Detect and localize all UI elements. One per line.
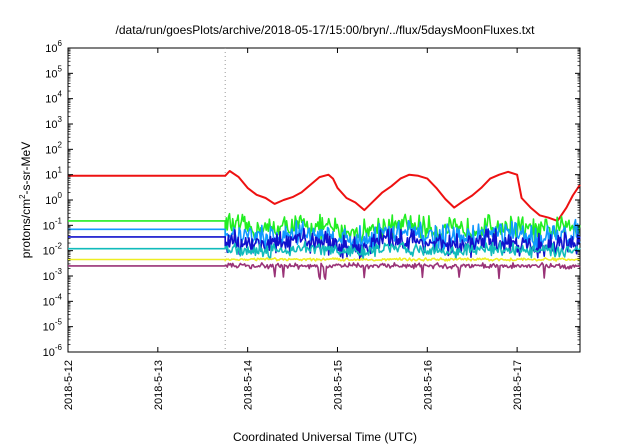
y-tick-label: 10-6 xyxy=(43,343,63,359)
x-tick-label: 2018-5-17 xyxy=(512,360,524,410)
x-tick-label: 2018-5-14 xyxy=(243,360,255,410)
chart-title: /data/run/goesPlots/archive/2018-05-17/1… xyxy=(116,23,536,37)
y-tick-label: 10-4 xyxy=(43,292,63,308)
y-tick-label: 10-5 xyxy=(43,318,63,334)
series-line-4 xyxy=(68,240,581,260)
y-tick-label: 10-2 xyxy=(43,242,63,258)
x-axis-ticks: 2018-5-12 2018-5-13 2018-5-14 2018-5-15 2018… xyxy=(63,48,524,410)
series-line-5 xyxy=(68,257,581,262)
series-layer xyxy=(68,170,581,280)
y-tick-label: 102 xyxy=(45,140,62,156)
x-axis-label: Coordinated Universal Time (UTC) xyxy=(233,430,417,444)
series-line-1 xyxy=(68,212,581,245)
y-tick-label: 100 xyxy=(45,191,62,207)
y-axis-label-post: -s-sr-MeV xyxy=(19,142,33,195)
y-tick-label: 10-3 xyxy=(43,267,63,283)
plot-frame xyxy=(67,47,581,353)
x-tick-label: 2018-5-13 xyxy=(153,360,165,410)
y-axis-label-sup: 2 xyxy=(18,194,27,199)
x-tick-label: 2018-5-15 xyxy=(332,360,344,410)
x-tick-label: 2018-5-12 xyxy=(63,360,75,410)
series-line-6 xyxy=(68,262,581,280)
y-axis-label-pre: protons/cm xyxy=(19,199,33,258)
series-line-0 xyxy=(68,170,581,222)
y-tick-label: 10-1 xyxy=(43,216,63,232)
x-tick-label: 2018-5-16 xyxy=(422,360,434,410)
plot-border xyxy=(67,47,581,353)
y-tick-label: 103 xyxy=(45,115,62,131)
y-tick-label: 101 xyxy=(45,166,62,182)
y-tick-label: 106 xyxy=(45,39,62,55)
y-tick-label: 105 xyxy=(45,64,62,80)
y-axis-label: protons/cm2-s-sr-MeV xyxy=(18,142,33,258)
y-tick-label: 104 xyxy=(45,90,62,106)
y-axis-ticks: 10-6 10-5 10-4 10-3 10-2 10-1 100 101 102 103 104 1… xyxy=(43,39,580,359)
